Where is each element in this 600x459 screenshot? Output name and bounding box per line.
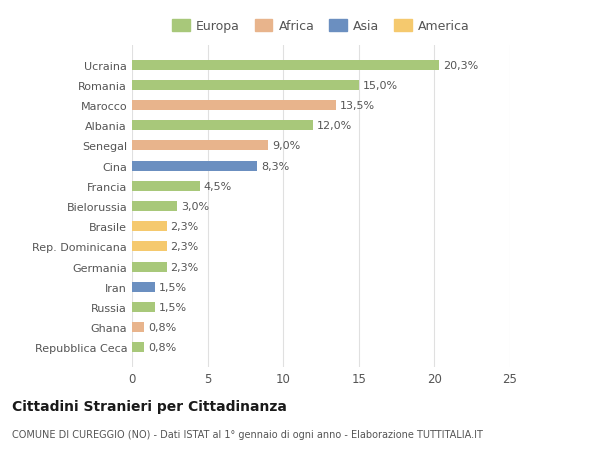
Text: 0,8%: 0,8% <box>148 342 176 353</box>
Bar <box>132 262 167 272</box>
Bar <box>132 101 336 111</box>
Bar <box>132 222 167 232</box>
Bar <box>132 202 178 212</box>
Text: 2,3%: 2,3% <box>170 242 199 252</box>
Text: Cittadini Stranieri per Cittadinanza: Cittadini Stranieri per Cittadinanza <box>12 399 287 413</box>
Text: 3,0%: 3,0% <box>181 202 209 212</box>
Bar <box>132 322 144 332</box>
Bar <box>132 282 155 292</box>
Bar <box>132 121 313 131</box>
Text: 2,3%: 2,3% <box>170 222 199 232</box>
Bar <box>132 81 359 91</box>
Text: 2,3%: 2,3% <box>170 262 199 272</box>
Text: 1,5%: 1,5% <box>158 282 187 292</box>
Bar <box>132 181 200 191</box>
Bar <box>132 161 257 171</box>
Text: 4,5%: 4,5% <box>204 181 232 191</box>
Bar <box>132 342 144 353</box>
Text: 8,3%: 8,3% <box>261 161 290 171</box>
Text: 13,5%: 13,5% <box>340 101 375 111</box>
Bar <box>132 61 439 71</box>
Bar <box>132 141 268 151</box>
Text: 15,0%: 15,0% <box>362 81 398 91</box>
Text: 20,3%: 20,3% <box>443 61 478 71</box>
Legend: Europa, Africa, Asia, America: Europa, Africa, Asia, America <box>172 20 470 33</box>
Text: 0,8%: 0,8% <box>148 322 176 332</box>
Text: 9,0%: 9,0% <box>272 141 300 151</box>
Text: 12,0%: 12,0% <box>317 121 352 131</box>
Bar <box>132 242 167 252</box>
Bar <box>132 302 155 312</box>
Text: 1,5%: 1,5% <box>158 302 187 312</box>
Text: COMUNE DI CUREGGIO (NO) - Dati ISTAT al 1° gennaio di ogni anno - Elaborazione T: COMUNE DI CUREGGIO (NO) - Dati ISTAT al … <box>12 429 483 439</box>
